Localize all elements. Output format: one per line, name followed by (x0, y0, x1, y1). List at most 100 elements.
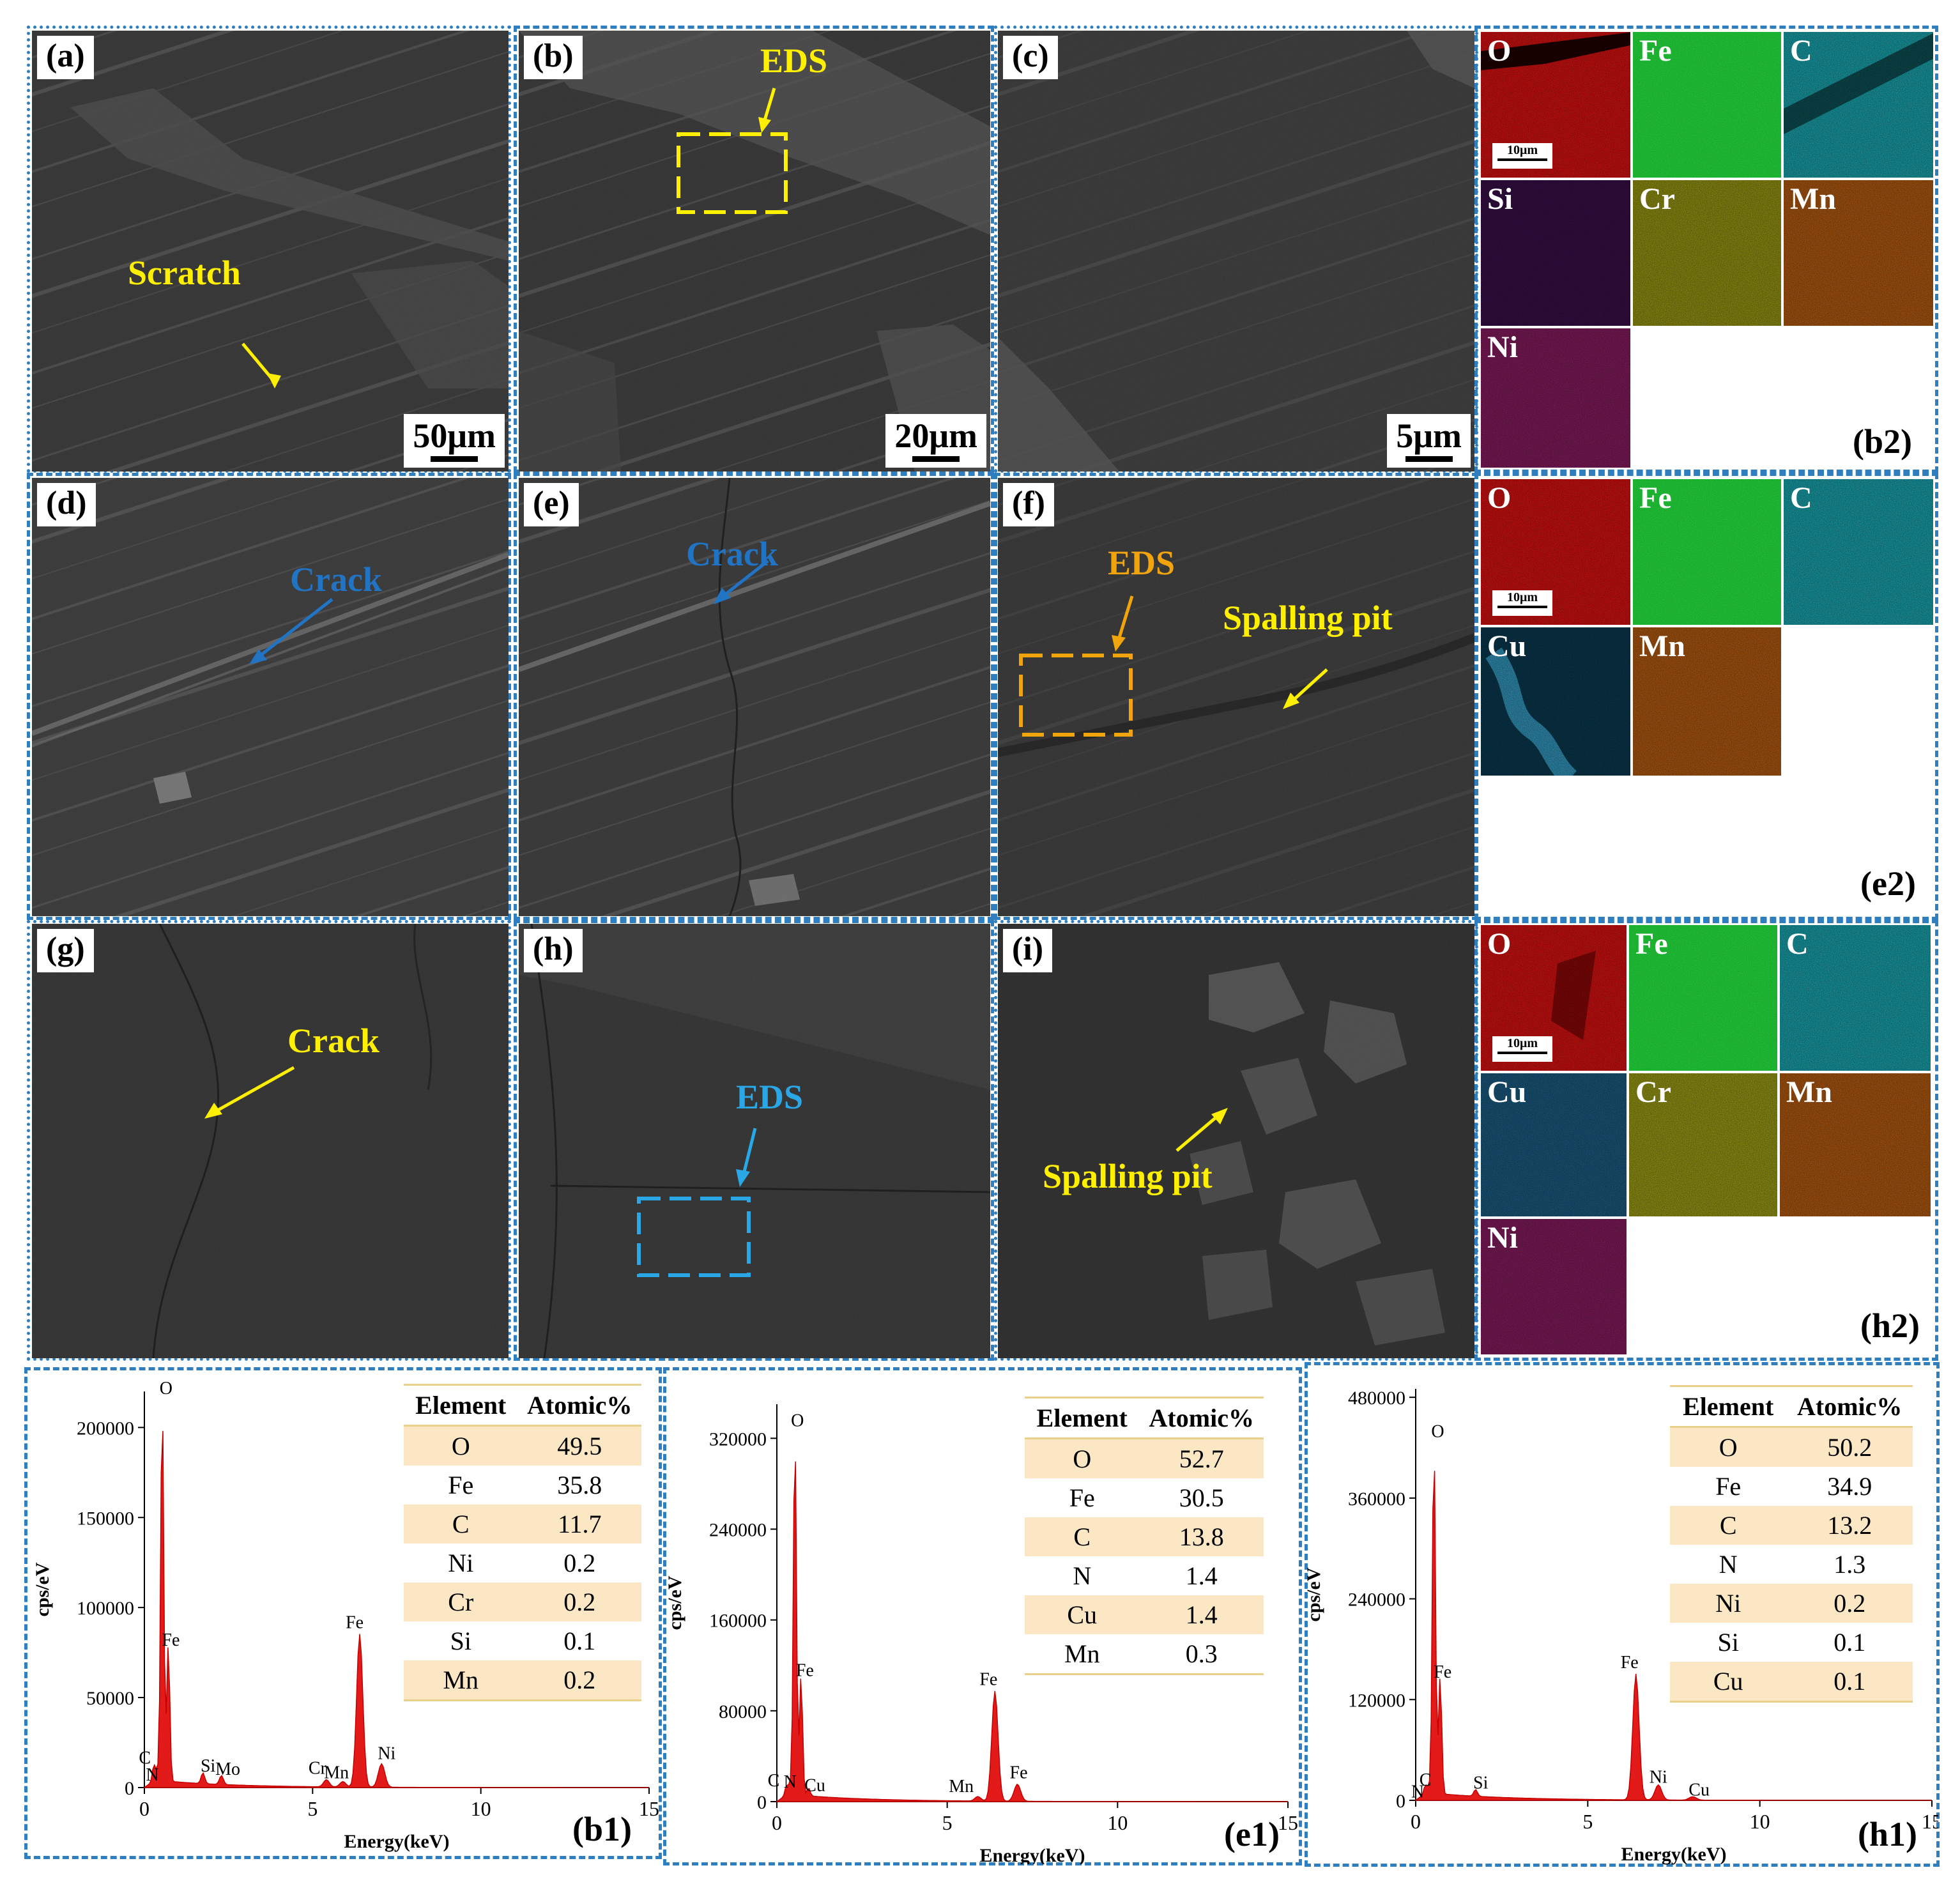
sem-panel-d: (d) Crack (32, 478, 509, 916)
eds-label: EDS (1108, 544, 1175, 582)
peak-label: Mn (949, 1777, 974, 1797)
y-tick-label: 160000 (709, 1611, 767, 1632)
x-tick-label: 0 (1411, 1810, 1421, 1833)
peak-label: O (791, 1411, 804, 1430)
y-tick-label: 200000 (77, 1418, 134, 1439)
x-tick-label: 15 (1278, 1811, 1298, 1834)
header-atomic: Atomic% (1796, 1392, 1903, 1421)
peak-label: O (1431, 1421, 1444, 1441)
header-atomic: Atomic% (527, 1391, 632, 1420)
sem-panel-e: (e) Crack (519, 478, 990, 916)
sem-image-i (998, 924, 1474, 1358)
map-scale-text: 10μm (1507, 1036, 1538, 1050)
map-tile-c: C (1779, 924, 1932, 1072)
cell-element: O (1073, 1444, 1092, 1473)
scale-bar: 5μm (1387, 414, 1471, 468)
map-tile-mn: Mn (1632, 626, 1782, 777)
cell-atomic: 0.1 (563, 1627, 596, 1655)
scale-bar-text: 50μm (413, 417, 496, 455)
map-tile-c: C (1782, 31, 1934, 179)
table-row: Fe 34.9 (1670, 1467, 1913, 1506)
sem-image-a (32, 31, 509, 471)
map-tile-cr: Cr (1632, 179, 1782, 327)
atomic-table-e1: Element Atomic% O 52.7 Fe 30.5 C 13.8 N 1.4 Cu 1.4 M… (1025, 1397, 1264, 1675)
cell-element: Fe (1715, 1472, 1742, 1501)
spectrum-panel-label: (e1) (1224, 1815, 1280, 1853)
sem-image-d (32, 478, 509, 916)
map-tile-cr: Cr (1628, 1072, 1779, 1218)
cell-atomic: 1.4 (1185, 1600, 1218, 1629)
header-element: Element (1036, 1404, 1128, 1432)
peak-label: N (146, 1765, 158, 1785)
cell-element: Mn (443, 1666, 479, 1694)
peak-label: Fe (162, 1630, 180, 1650)
peak-label: Fe (979, 1670, 997, 1690)
peak-label: Cu (804, 1776, 825, 1796)
table-row: Si 0.1 (1670, 1623, 1913, 1662)
spectrum-area (1414, 1471, 1932, 1801)
cell-atomic: 0.1 (1834, 1667, 1866, 1696)
table-row: N 1.4 (1025, 1556, 1264, 1595)
map-frame-h2 (1474, 920, 1938, 1361)
cell-element: O (451, 1432, 470, 1460)
sem-image-b (519, 31, 990, 471)
y-tick-label: 0 (125, 1778, 134, 1799)
peak-label: Mo (215, 1759, 240, 1779)
table-row: C 13.2 (1670, 1506, 1913, 1545)
sem-panel-g: (g) Crack (32, 924, 509, 1358)
map-tile-ni: Ni (1480, 327, 1632, 469)
map-frame-b2 (1474, 26, 1938, 473)
spectrum-frame-h1 (1305, 1362, 1940, 1867)
row3-frame (27, 920, 511, 1361)
table-row: C 13.8 (1025, 1517, 1264, 1556)
header-atomic: Atomic% (1149, 1404, 1254, 1432)
panel-tag: (b) (524, 36, 583, 79)
map-label: Si (1487, 182, 1513, 216)
peak-label: Fe (1010, 1763, 1028, 1782)
x-tick-label: 10 (1750, 1810, 1770, 1833)
map-label: Mn (1786, 1075, 1832, 1109)
panel-tag: (g) (37, 929, 94, 972)
y-tick-label: 360000 (1348, 1489, 1405, 1510)
cell-atomic: 11.7 (558, 1510, 602, 1538)
row2-frame-e (514, 473, 994, 920)
table-row: Fe 35.8 (404, 1466, 641, 1505)
peak-label: Ni (378, 1743, 395, 1763)
scale-bar-text: 20μm (894, 417, 977, 455)
crack-label: Crack (290, 560, 382, 599)
cell-atomic: 0.2 (1834, 1589, 1866, 1618)
peak-label: Fe (1434, 1662, 1451, 1682)
table-row: Si 0.1 (404, 1621, 641, 1660)
cell-atomic: 0.3 (1185, 1639, 1218, 1668)
cell-atomic: 30.5 (1179, 1483, 1224, 1512)
peak-label: C (1420, 1770, 1432, 1790)
cell-element: Si (1717, 1628, 1739, 1657)
x-tick-label: 10 (1107, 1811, 1128, 1834)
map-tile-o: O 10μm (1480, 478, 1632, 626)
map-scale-bar: 10μm (1492, 590, 1552, 616)
peak-label: Si (1473, 1773, 1489, 1793)
eds-label: EDS (736, 1078, 804, 1116)
map-scale-text: 10μm (1507, 590, 1538, 604)
map-tile-ni: Ni (1480, 1218, 1628, 1356)
peak-label: C (139, 1749, 151, 1768)
y-axis-title: cps/eV (664, 1575, 685, 1630)
y-tick-label: 50000 (86, 1688, 134, 1709)
table-row: Mn 0.2 (404, 1660, 641, 1701)
eds-label: EDS (760, 42, 828, 80)
table-header-row: Element Atomic% (404, 1384, 641, 1427)
cell-atomic: 0.1 (1834, 1628, 1866, 1657)
map-panel-label: (b2) (1853, 422, 1912, 461)
panel-tag: (a) (37, 36, 94, 79)
cell-atomic: 35.8 (557, 1471, 602, 1499)
cell-element: Cu (1067, 1600, 1098, 1629)
cell-atomic: 50.2 (1827, 1433, 1872, 1462)
cell-atomic: 49.5 (557, 1432, 602, 1460)
eds-spectrum-e1: 0 5 10 15 0 80000 160000 240000 320000 Energy(keV… (664, 1404, 1298, 1864)
sem-panel-h: (h) EDS (519, 924, 990, 1358)
y-tick-label: 240000 (1348, 1590, 1405, 1611)
peak-label: Fe (1621, 1653, 1639, 1673)
scale-bar-text: 5μm (1396, 417, 1462, 455)
panel-tag: (h) (524, 929, 583, 972)
table-row: Mn 0.3 (1025, 1634, 1264, 1675)
